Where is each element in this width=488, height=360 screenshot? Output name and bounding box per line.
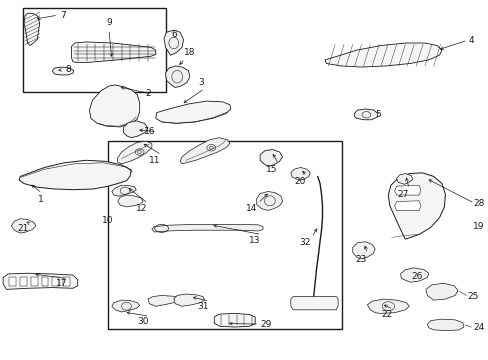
Text: 10: 10 <box>102 216 114 225</box>
Polygon shape <box>290 167 310 180</box>
Text: 30: 30 <box>137 317 148 326</box>
Polygon shape <box>352 242 374 259</box>
Polygon shape <box>400 268 428 282</box>
Polygon shape <box>19 160 131 190</box>
Polygon shape <box>325 43 441 67</box>
Text: 21: 21 <box>18 225 29 234</box>
Bar <box>108 140 341 329</box>
Text: 12: 12 <box>135 204 147 213</box>
Polygon shape <box>290 297 337 310</box>
Text: 23: 23 <box>354 255 366 264</box>
Polygon shape <box>20 277 27 286</box>
Polygon shape <box>3 273 78 289</box>
Polygon shape <box>24 13 40 45</box>
Polygon shape <box>156 101 230 123</box>
Text: 28: 28 <box>473 199 484 208</box>
Polygon shape <box>118 195 143 207</box>
Polygon shape <box>353 109 377 120</box>
Polygon shape <box>387 173 445 239</box>
Text: 19: 19 <box>472 222 483 231</box>
Polygon shape <box>152 225 263 232</box>
Polygon shape <box>165 66 189 87</box>
Text: 15: 15 <box>265 165 277 174</box>
Text: 6: 6 <box>171 30 177 39</box>
Text: 4: 4 <box>468 36 473 45</box>
Text: 17: 17 <box>56 279 67 288</box>
Polygon shape <box>260 149 282 166</box>
Polygon shape <box>256 192 282 211</box>
Text: 32: 32 <box>299 238 310 247</box>
Polygon shape <box>366 299 408 314</box>
Polygon shape <box>148 296 181 306</box>
Polygon shape <box>52 277 59 286</box>
Text: 26: 26 <box>410 271 422 280</box>
Text: 16: 16 <box>144 127 156 136</box>
Text: 2: 2 <box>145 89 151 98</box>
Polygon shape <box>180 138 229 164</box>
Text: 24: 24 <box>473 323 484 332</box>
Polygon shape <box>118 141 152 164</box>
Polygon shape <box>214 314 255 327</box>
Text: 27: 27 <box>396 190 407 199</box>
Text: 8: 8 <box>65 65 71 74</box>
Text: 18: 18 <box>183 48 195 57</box>
Polygon shape <box>163 30 183 55</box>
Text: 3: 3 <box>198 78 204 87</box>
Text: 29: 29 <box>260 320 271 329</box>
Polygon shape <box>112 300 140 312</box>
Polygon shape <box>427 319 463 330</box>
Polygon shape <box>11 219 36 233</box>
Polygon shape <box>71 42 156 62</box>
Polygon shape <box>89 85 140 127</box>
Polygon shape <box>112 185 136 196</box>
Polygon shape <box>9 277 16 286</box>
Text: 22: 22 <box>380 310 391 319</box>
Text: 20: 20 <box>294 177 305 186</box>
Polygon shape <box>394 201 420 211</box>
Text: 7: 7 <box>60 10 66 19</box>
Text: 11: 11 <box>149 156 160 165</box>
Text: 5: 5 <box>374 110 380 119</box>
Polygon shape <box>41 277 48 286</box>
Polygon shape <box>52 67 74 75</box>
Text: 9: 9 <box>106 18 112 27</box>
Text: 25: 25 <box>467 292 478 301</box>
Text: 31: 31 <box>197 302 208 311</box>
Polygon shape <box>31 277 38 286</box>
Polygon shape <box>425 283 457 300</box>
Polygon shape <box>63 277 70 286</box>
Text: 13: 13 <box>248 235 260 244</box>
Polygon shape <box>394 185 420 195</box>
Bar <box>22 8 166 92</box>
Polygon shape <box>173 294 204 306</box>
Text: 1: 1 <box>38 195 44 204</box>
Polygon shape <box>396 174 412 184</box>
Text: 14: 14 <box>245 204 257 213</box>
Polygon shape <box>123 121 148 138</box>
